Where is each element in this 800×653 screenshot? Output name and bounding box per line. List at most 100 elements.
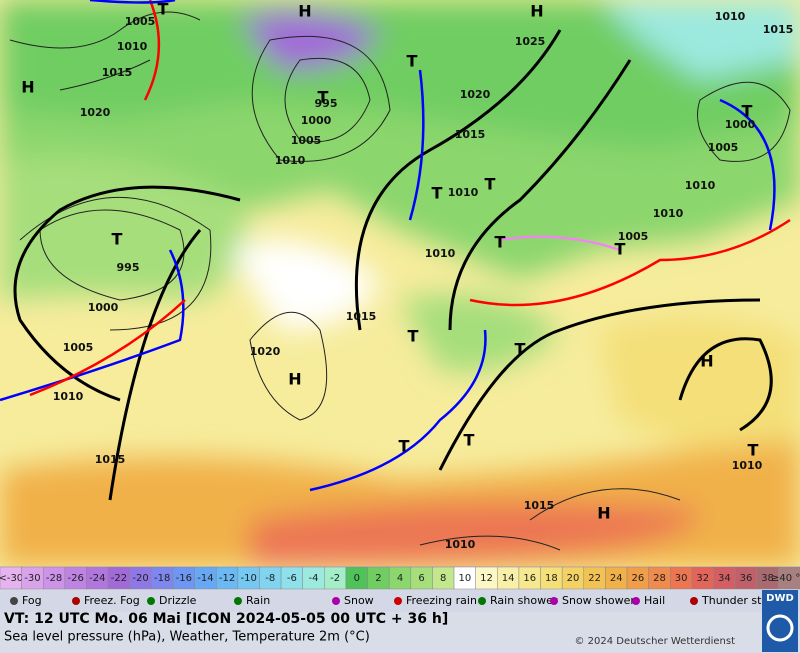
pressure-center: H bbox=[21, 78, 34, 97]
scale-label: -12 bbox=[219, 573, 235, 584]
legend-label: Snow shower bbox=[562, 594, 635, 607]
scale-label: 14 bbox=[502, 573, 515, 584]
pressure-label: 1010 bbox=[653, 207, 684, 220]
legend-label: Hail bbox=[644, 594, 665, 607]
pressure-label: 1010 bbox=[425, 247, 456, 260]
scale-label: -28 bbox=[46, 573, 62, 584]
pressure-center: T bbox=[495, 233, 506, 252]
legend-label: Fog bbox=[22, 594, 42, 607]
scale-label: 18 bbox=[545, 573, 558, 584]
scale-label: 2 bbox=[375, 573, 381, 584]
pressure-center: T bbox=[748, 441, 759, 460]
scale-label: 4 bbox=[397, 573, 403, 584]
legend-label: Drizzle bbox=[159, 594, 197, 607]
scale-label: -10 bbox=[240, 573, 256, 584]
pressure-center: T bbox=[408, 327, 419, 346]
isobars bbox=[9, 11, 791, 551]
pressure-label: 995 bbox=[117, 261, 140, 274]
scale-label: 16 bbox=[523, 573, 536, 584]
pressure-label: 1010 bbox=[275, 154, 306, 167]
pressure-center: T bbox=[158, 0, 169, 19]
legend-icon bbox=[147, 597, 155, 605]
scale-label: 24 bbox=[610, 573, 623, 584]
copyright: © 2024 Deutscher Wetterdienst bbox=[574, 636, 735, 647]
pressure-label: 1005 bbox=[125, 15, 156, 28]
pressure-label: 1015 bbox=[763, 23, 794, 36]
map-labels: 1005 1010 1015 1020 995 1000 1005 1010 1025 1020 1… bbox=[21, 0, 793, 551]
scale-label: -2 bbox=[330, 573, 340, 584]
legend-icon bbox=[10, 597, 18, 605]
pressure-center: T bbox=[515, 340, 526, 359]
legend-icon bbox=[394, 597, 402, 605]
legend-icon bbox=[332, 597, 340, 605]
logo: DWD bbox=[766, 593, 794, 604]
pressure-label: 1010 bbox=[715, 10, 746, 23]
pressure-label: 995 bbox=[315, 97, 338, 110]
pressure-label: 1020 bbox=[250, 345, 281, 358]
legend-label: Freez. Fog bbox=[84, 594, 140, 607]
legend-icon bbox=[234, 597, 242, 605]
scale-label: 22 bbox=[588, 573, 601, 584]
pressure-label: 1020 bbox=[80, 106, 111, 119]
scale-label: 36 bbox=[740, 573, 753, 584]
legend-icon bbox=[632, 597, 640, 605]
pressure-label: 1010 bbox=[117, 40, 148, 53]
pressure-label: 1015 bbox=[455, 128, 486, 141]
scale-label: 34 bbox=[718, 573, 731, 584]
scale-label: 38 bbox=[761, 573, 774, 584]
pressure-center: T bbox=[432, 184, 443, 203]
legend: Fog Freez. Fog Drizzle Rain Snow Freezing rai… bbox=[10, 594, 783, 607]
pressure-label: 1015 bbox=[524, 499, 555, 512]
scale-label: -30 bbox=[24, 573, 40, 584]
scale-label: 28 bbox=[653, 573, 666, 584]
scale-label: -24 bbox=[89, 573, 105, 584]
scale-label: 12 bbox=[480, 573, 493, 584]
logo-icon bbox=[766, 614, 794, 642]
pressure-center: T bbox=[407, 52, 418, 71]
scale-label: 10 bbox=[458, 573, 471, 584]
pressure-label: 1005 bbox=[63, 341, 94, 354]
temperature-field bbox=[0, 0, 800, 566]
legend-label: Rain shower bbox=[490, 594, 558, 607]
pressure-label: 1005 bbox=[618, 230, 649, 243]
pressure-center: H bbox=[298, 2, 311, 21]
pressure-label: 1015 bbox=[102, 66, 133, 79]
scale-label: 20 bbox=[567, 573, 580, 584]
pressure-center: T bbox=[318, 88, 329, 107]
scale-label: 30 bbox=[675, 573, 688, 584]
legend-label: Snow bbox=[344, 594, 374, 607]
pressure-center: H bbox=[288, 370, 301, 389]
pressure-label: 1015 bbox=[95, 453, 126, 466]
pressure-label: 1010 bbox=[448, 186, 479, 199]
scale-label: -6 bbox=[287, 573, 297, 584]
legend-icon bbox=[72, 597, 80, 605]
valid-time: VT: 12 UTC Mo. 06 Mai [ICON 2024-05-05 0… bbox=[4, 611, 448, 627]
scale-label: -20 bbox=[132, 573, 148, 584]
pressure-center: T bbox=[615, 240, 626, 259]
scale-label: -16 bbox=[176, 573, 192, 584]
legend-icon bbox=[690, 597, 698, 605]
pressure-label: 1010 bbox=[445, 538, 476, 551]
pressure-center: H bbox=[700, 352, 713, 371]
pressure-label: 1010 bbox=[685, 179, 716, 192]
pressure-label: 1005 bbox=[708, 141, 739, 154]
scale-label: 6 bbox=[418, 573, 424, 584]
legend-icon bbox=[550, 597, 558, 605]
fronts bbox=[0, 0, 791, 492]
pressure-center: T bbox=[112, 230, 123, 249]
pressure-center: T bbox=[485, 175, 496, 194]
pressure-label: 1000 bbox=[88, 301, 119, 314]
pressure-center: H bbox=[530, 2, 543, 21]
scale-label: -18 bbox=[154, 573, 170, 584]
scale-label: -14 bbox=[197, 573, 213, 584]
scale-label: 0 bbox=[354, 573, 360, 584]
pressure-label: 1005 bbox=[291, 134, 322, 147]
legend-label: Freezing rain bbox=[406, 594, 477, 607]
pressure-center: T bbox=[399, 437, 410, 456]
pressure-center: T bbox=[464, 431, 475, 450]
pressure-center: H bbox=[597, 504, 610, 523]
scale-label: -4 bbox=[309, 573, 319, 584]
pressure-label: 1010 bbox=[732, 459, 763, 472]
pressure-label: 1020 bbox=[460, 88, 491, 101]
